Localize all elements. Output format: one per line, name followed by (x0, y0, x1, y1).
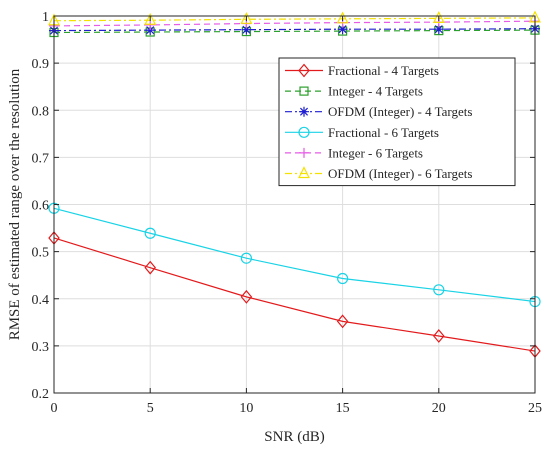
data-point (241, 24, 252, 35)
data-point (432, 11, 445, 23)
y-tick-label: 0.7 (32, 151, 50, 166)
series-line (53, 28, 536, 32)
legend-label: Fractional - 6 Targets (328, 125, 439, 140)
y-tick-label: 0.9 (32, 57, 50, 72)
series-line (53, 207, 536, 303)
data-point (144, 12, 157, 25)
series-line (53, 237, 536, 352)
series-line (53, 17, 536, 22)
legend-item: Fractional - 4 Targets (285, 63, 439, 78)
x-tick-label: 25 (528, 401, 542, 416)
x-tick-label: 0 (51, 401, 58, 416)
legend-item: Integer - 6 Targets (285, 145, 423, 160)
data-point (337, 24, 348, 35)
y-axis-label: RMSE of estimated range over the resolut… (7, 68, 23, 340)
series-line (53, 20, 536, 27)
y-tick-label: 0.8 (32, 104, 50, 119)
legend-marker (299, 86, 309, 96)
data-point (337, 272, 349, 285)
legend-marker (298, 166, 310, 179)
legend-marker (298, 126, 310, 138)
data-point (240, 11, 253, 24)
x-axis-label: SNR (dB) (264, 429, 324, 445)
series-6 (48, 10, 541, 26)
series-3 (49, 23, 540, 36)
data-point (145, 19, 156, 30)
y-tick-label: 0.5 (32, 246, 50, 261)
ticks (53, 15, 536, 394)
y-tick-label: 0.2 (32, 387, 50, 402)
legend-label: OFDM (Integer) - 6 Targets (328, 166, 472, 181)
legend: Fractional - 4 Targets Integer - 4 Target… (278, 57, 516, 187)
legend-label: Fractional - 4 Targets (328, 63, 439, 78)
series-group (48, 10, 541, 358)
x-tick-label: 10 (239, 401, 253, 416)
data-point (240, 289, 253, 304)
legend-box (278, 57, 516, 187)
legend-marker (299, 106, 309, 117)
legend-marker (299, 147, 309, 158)
legend-label: Integer - 4 Targets (328, 84, 423, 99)
legend-item: OFDM (Integer) - 6 Targets (285, 166, 472, 181)
legend-item: Integer - 4 Targets (285, 84, 423, 99)
data-point (433, 24, 444, 35)
x-tick-label: 20 (432, 401, 446, 416)
data-point (144, 227, 156, 239)
data-point (240, 252, 252, 264)
y-tick-label: 0.4 (32, 293, 50, 308)
x-tick-label: 5 (147, 401, 154, 416)
data-point (336, 11, 349, 24)
data-point (145, 25, 156, 36)
data-point (433, 329, 445, 343)
y-tick-label: 0.3 (32, 340, 50, 355)
x-tick-label: 15 (336, 401, 350, 416)
y-tick-label: 1 (42, 10, 49, 25)
legend-label: Integer - 6 Targets (328, 145, 423, 160)
y-tick-label: 0.6 (32, 199, 50, 214)
data-point (336, 314, 349, 329)
legend-item: OFDM (Integer) - 4 Targets (285, 104, 472, 119)
data-point (144, 260, 156, 275)
tick-labels: 0 5 10 15 20 25 0.2 0.3 0.4 0.5 0.6 0.7 0.8 0.9 1 (32, 10, 543, 416)
legend-marker (298, 63, 310, 78)
legend-item: Fractional - 6 Targets (285, 125, 439, 140)
legend-label: OFDM (Integer) - 4 Targets (328, 104, 472, 119)
data-point (433, 284, 445, 296)
series-line (53, 29, 536, 34)
